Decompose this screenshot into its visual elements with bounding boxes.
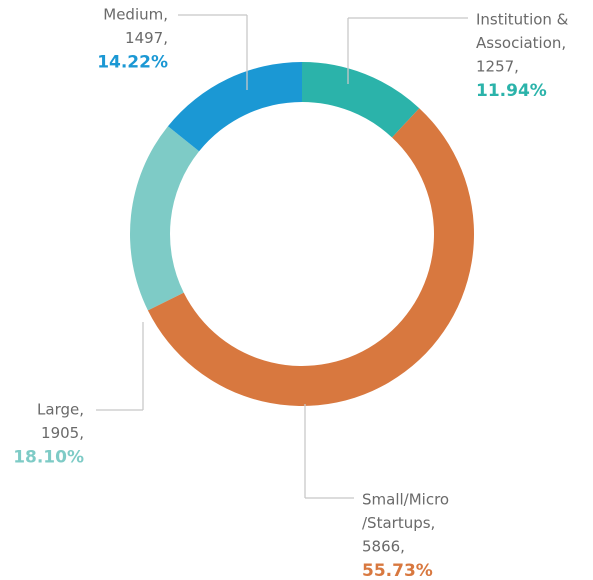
donut-slice <box>147 108 475 406</box>
percentage-label: 14.22% <box>97 53 168 73</box>
value-label: 5866, <box>362 538 405 556</box>
percentage-label: 18.10% <box>13 448 84 468</box>
value-label: 1905, <box>41 424 84 442</box>
donut-slice <box>302 62 420 138</box>
value-label: 1497, <box>125 29 168 47</box>
category-label: Association, <box>476 34 566 52</box>
donut-slice <box>130 126 200 311</box>
percentage-label: 55.73% <box>362 561 433 580</box>
percentage-label: 11.94% <box>476 81 547 101</box>
category-label: Institution & <box>476 11 569 29</box>
category-label: Medium, <box>103 6 168 24</box>
value-label: 1257, <box>476 58 519 76</box>
category-label: /Startups, <box>362 514 435 532</box>
donut-slice <box>167 61 302 152</box>
category-label: Large, <box>37 401 84 419</box>
category-label: Small/Micro <box>362 491 449 509</box>
